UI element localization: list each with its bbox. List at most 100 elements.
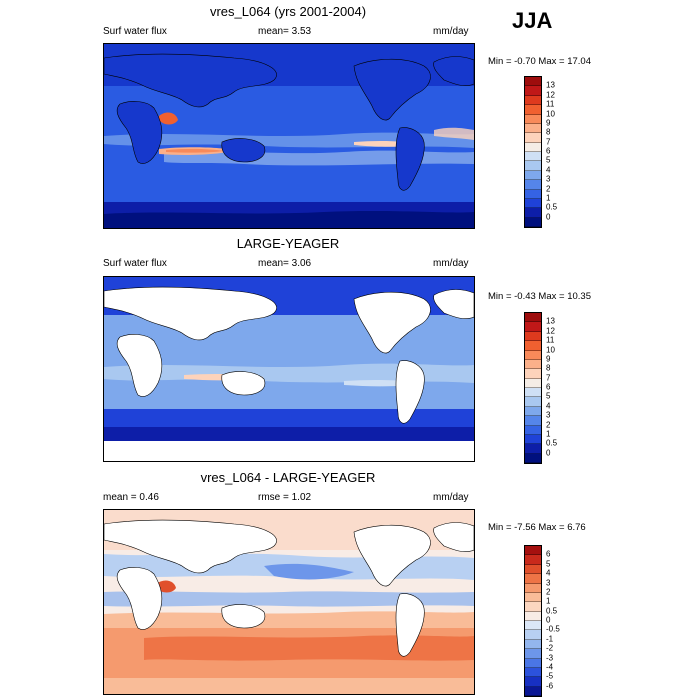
panel3-center-label: rmse = 1.02 (258, 492, 312, 503)
panel3-units: mm/day (433, 492, 469, 503)
panel1-colorbar-swatch (525, 114, 541, 124)
panel1-colorbar-swatch (525, 152, 541, 162)
panel2-colorbar-swatch (525, 331, 541, 342)
panel3-map (103, 509, 475, 695)
panel3-left-label: mean = 0.46 (103, 492, 159, 503)
panel2-tick-label: 1 (546, 429, 551, 439)
panel3-tick-label: 6 (546, 549, 551, 559)
panel1-tick-label: 4 (546, 165, 551, 175)
panel2-colorbar-swatch (525, 359, 541, 370)
panel3-colorbar-swatch (525, 621, 541, 631)
panel2-tick-label: 0.5 (546, 438, 558, 448)
panel3-colorbar-swatch (525, 630, 541, 640)
panel2-tick-label: 11 (546, 335, 555, 345)
panel1-colorbar-swatch (525, 189, 541, 199)
panel1-map (103, 43, 475, 229)
panel3-colorbar-swatch (525, 574, 541, 584)
panel1-map-graphic (104, 44, 474, 228)
panel3-tick-label: 4 (546, 568, 551, 578)
panel1-title: vres_L064 (yrs 2001-2004) (209, 4, 367, 19)
panel2-colorbar-swatch (525, 397, 541, 407)
panel2-tick-label: 13 (546, 316, 555, 326)
panel2-units: mm/day (433, 258, 469, 269)
panel1-colorbar-swatch (525, 133, 541, 143)
panel1-colorbar-swatch (525, 105, 541, 115)
panel3-tick-label: 1 (546, 596, 551, 606)
panel1-tick-label: 7 (546, 137, 551, 147)
panel3-tick-label: 5 (546, 559, 551, 569)
panel3-tick-label: -1 (546, 634, 554, 644)
panel2-tick-label: 10 (546, 345, 555, 354)
panel2-colorbar-swatch (525, 425, 541, 435)
panel3-tick-label: -0.5 (546, 624, 560, 634)
panel2-minmax: Min = -0.43 Max = 10.35 (488, 291, 591, 302)
panel2-colorbar (524, 312, 542, 464)
panel1-units: mm/day (433, 26, 469, 37)
panel2-center-label: mean= 3.06 (258, 258, 312, 269)
panel1-tick-label: 6 (546, 146, 551, 156)
panel2-colorbar-swatch (525, 322, 541, 332)
panel2-colorbar-swatch (525, 434, 541, 445)
panel3-colorbar-swatch (525, 649, 541, 659)
panel3-tick-label: -6 (546, 681, 554, 691)
panel2-colorbar-swatch (525, 350, 541, 360)
panel2-tick-label: 12 (546, 326, 555, 336)
panel2-colorbar-swatch (525, 341, 541, 351)
panel2-map-graphic (104, 277, 474, 461)
panel2-tick-label: 7 (546, 373, 551, 383)
panel3-map-graphic (104, 510, 474, 694)
panel3-colorbar (524, 545, 542, 697)
panel1-tick-label: 10 (546, 109, 555, 118)
panel3-colorbar-swatch (525, 677, 541, 687)
panel3-tick-label: -2 (546, 643, 554, 653)
panel2-colorbar-swatch (525, 388, 541, 398)
panel2-tick-label: 0 (546, 448, 551, 458)
season-label: JJA (512, 8, 553, 33)
panel1-tick-label: 0 (546, 212, 551, 222)
panel1-left-label: Surf water flux (103, 26, 167, 37)
panel2-map (103, 276, 475, 462)
panel1-tick-label: 5 (546, 155, 551, 165)
panel3-colorbar-swatch (525, 592, 541, 603)
panel1-tick-label: 12 (546, 90, 555, 100)
panel1-tick-label: 13 (546, 80, 555, 90)
panel3-tick-label: 0.5 (546, 606, 558, 616)
panel1-colorbar-swatch (525, 142, 541, 152)
panel2-tick-label: 3 (546, 410, 551, 420)
panel3-minmax: Min = -7.56 Max = 6.76 (488, 522, 586, 533)
panel1-tick-label: 9 (546, 118, 551, 128)
panel1-center-label: mean= 3.53 (258, 26, 312, 37)
panel1-colorbar-swatch (525, 161, 541, 171)
panel2-colorbar-swatch (525, 453, 541, 463)
panel1-colorbar (524, 76, 542, 228)
panel1-colorbar-swatch (525, 95, 541, 106)
panel2-colorbar-swatch (525, 313, 541, 323)
panel2-tick-label: 2 (546, 420, 551, 429)
panel1-colorbar-swatch (525, 217, 541, 227)
panel1-colorbar-swatch (525, 208, 541, 218)
panel2-colorbar-swatch (525, 369, 541, 379)
panel1-tick-label: 1 (546, 193, 551, 203)
panel2-tick-label: 4 (546, 401, 551, 411)
panel3-colorbar-swatch (525, 564, 541, 575)
panel2-tick-label: 6 (546, 382, 551, 392)
panel1-tick-label: 0.5 (546, 202, 558, 212)
panel1-colorbar-swatch (525, 86, 541, 96)
panel1-tick-label: 8 (546, 127, 551, 137)
panel3-tick-label: 0 (546, 615, 551, 625)
panel3-tick-label: -5 (546, 671, 554, 681)
panel1-colorbar-ticks: 13 12 11 10 9 8 7 6 5 4 3 2 1 0.5 0 (546, 76, 576, 226)
panel2-tick-label: 5 (546, 391, 551, 401)
panel1-tick-label: 3 (546, 174, 551, 184)
panel1-minmax: Min = -0.70 Max = 17.04 (488, 56, 591, 67)
panel2-colorbar-swatch (525, 378, 541, 388)
panel3-colorbar-swatch (525, 686, 541, 696)
panel3-tick-label: -4 (546, 662, 554, 672)
panel3-colorbar-swatch (525, 583, 541, 593)
panel1-colorbar-swatch (525, 77, 541, 87)
panel2-title: LARGE-YEAGER (236, 236, 340, 251)
panel3-tick-label: 2 (546, 587, 551, 597)
panel3-colorbar-swatch (525, 602, 541, 612)
panel2-colorbar-ticks: 13 12 11 10 9 8 7 6 5 4 3 2 1 0.5 0 (546, 312, 576, 462)
panel3-tick-label: -3 (546, 653, 554, 662)
